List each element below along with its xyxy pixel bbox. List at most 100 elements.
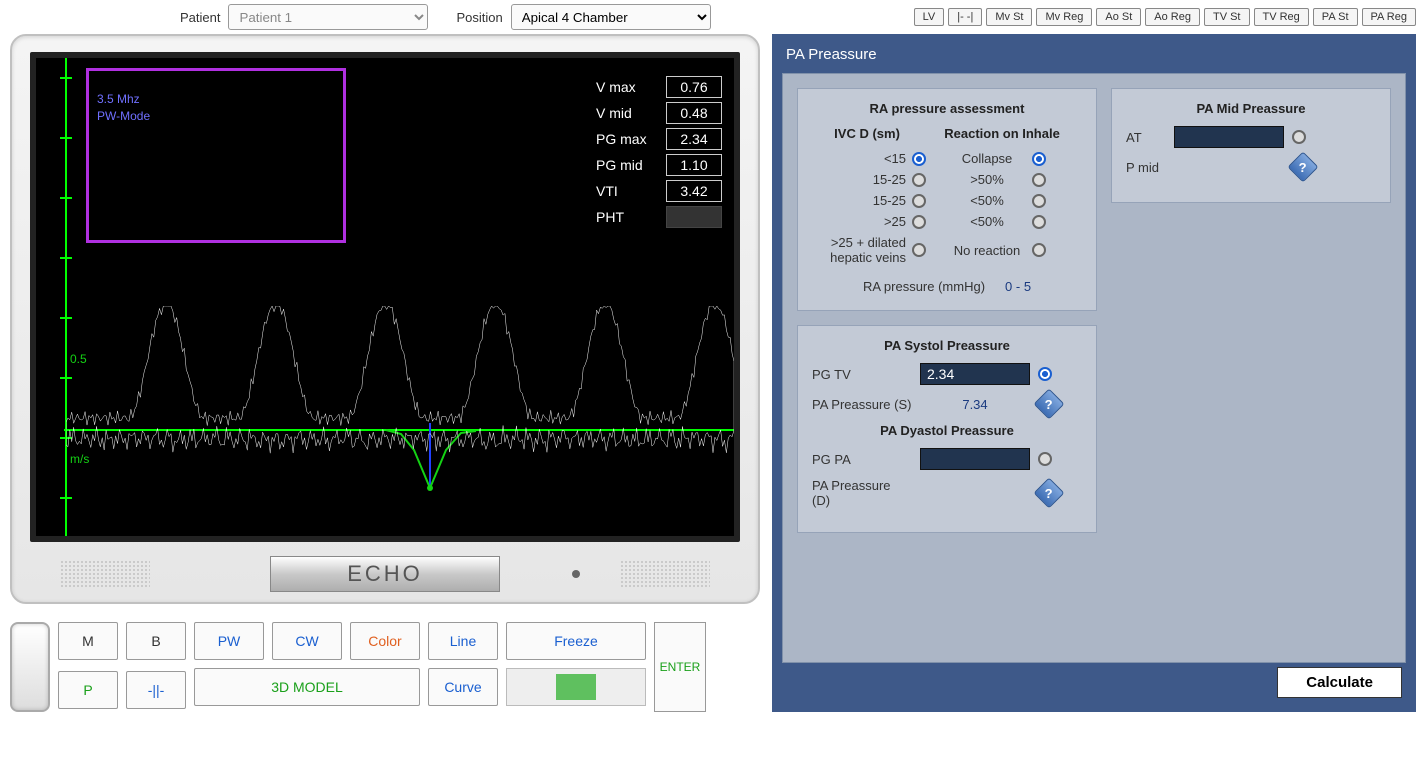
pg-tv-radio[interactable] (1038, 367, 1052, 381)
measurement-value: 0.76 (666, 76, 722, 98)
measurement-overlay: V max0.76V mid0.48PG max2.34PG mid1.10VT… (596, 72, 722, 232)
pa-mid-card: PA Mid Preassure AT P mid ? (1111, 88, 1391, 203)
at-radio[interactable] (1292, 130, 1306, 144)
measurement-row: V mid 0.48 (596, 102, 722, 124)
mode-p-button[interactable]: P (58, 671, 118, 709)
mode-bars-button[interactable]: -||- (126, 671, 186, 709)
top-bar: Patient Patient 1 Position Apical 4 Cham… (0, 0, 1426, 34)
ra-col2-header: Reaction on Inhale (944, 126, 1060, 141)
pa-s-label: PA Preassure (S) (812, 397, 912, 412)
mode-past-button[interactable]: PA St (1313, 8, 1358, 26)
help-icon[interactable]: ? (1033, 388, 1064, 419)
ivc-option-label: 15-25 (812, 172, 912, 187)
echo-monitor-column: 0.5 m/s 3.5 Mhz PW-Mode V max 0.76 V mid 0.… (10, 34, 760, 712)
reaction-option-radio[interactable] (1032, 215, 1046, 229)
reaction-option-label: <50% (942, 214, 1032, 229)
measurement-row: V max 0.76 (596, 76, 722, 98)
mode-tvreg-button[interactable]: TV Reg (1254, 8, 1309, 26)
axis-mid-label: 0.5 (70, 352, 87, 366)
enter-button[interactable]: ENTER (654, 622, 706, 712)
pa-dyastol-title: PA Dyastol Preassure (812, 423, 1082, 438)
pa-d-label: PA Preassure (D) (812, 478, 912, 508)
measurement-label: V max (596, 79, 656, 95)
mode-mvst-button[interactable]: Mv St (986, 8, 1032, 26)
ivc-option-radio[interactable] (912, 243, 926, 257)
reaction-option-radio[interactable] (1032, 243, 1046, 257)
measurement-label: V mid (596, 105, 656, 121)
mode-m-button[interactable]: M (58, 622, 118, 660)
reaction-option-radio[interactable] (1032, 152, 1046, 166)
mode-mvreg-button[interactable]: Mv Reg (1036, 8, 1092, 26)
ra-assessment-title: RA pressure assessment (812, 101, 1082, 116)
doppler-waveform (66, 306, 734, 536)
position-select[interactable]: Apical 4 Chamber (511, 4, 711, 30)
probe-icon[interactable] (10, 622, 50, 712)
reaction-option-radio[interactable] (1032, 173, 1046, 187)
p-mid-label: P mid (1126, 160, 1166, 175)
pa-s-value: 7.34 (920, 397, 1030, 412)
help-icon[interactable]: ? (1287, 151, 1318, 182)
measurement-value: 0.48 (666, 102, 722, 124)
ivc-option-radio[interactable] (912, 194, 926, 208)
speaker-right (620, 560, 710, 588)
panel-body: RA pressure assessment IVC D (sm) Reacti… (782, 73, 1406, 663)
measurement-value (666, 206, 722, 228)
ra-assess-row: <15 Collapse (812, 151, 1082, 166)
mode-aoreg-button[interactable]: Ao Reg (1145, 8, 1200, 26)
at-label: AT (1126, 130, 1166, 145)
color-button[interactable]: Color (350, 622, 420, 660)
right-panel: PA Preassure RA pressure assessment IVC … (772, 34, 1416, 712)
ra-assess-row: 15-25 <50% (812, 193, 1082, 208)
reaction-option-label: Collapse (942, 151, 1032, 166)
reaction-option-radio[interactable] (1032, 194, 1046, 208)
mode-aost-button[interactable]: Ao St (1096, 8, 1141, 26)
curve-button[interactable]: Curve (428, 668, 498, 706)
calculate-button[interactable]: Calculate (1277, 667, 1402, 698)
measurement-label: VTI (596, 183, 656, 199)
pw-button[interactable]: PW (194, 622, 264, 660)
top-mode-buttons: LV|- -|Mv StMv RegAo StAo RegTV StTV Reg… (914, 8, 1416, 26)
ivc-option-label: >25 + dilated hepatic veins (812, 235, 912, 265)
overlay-info-box: 3.5 Mhz PW-Mode (86, 68, 346, 243)
ra-pressure-value: 0 - 5 (1005, 279, 1031, 294)
pg-pa-label: PG PA (812, 452, 912, 467)
mode-lv-button[interactable]: LV (914, 8, 945, 26)
3d-model-button[interactable]: 3D MODEL (194, 668, 420, 706)
freeze-button[interactable]: Freeze (506, 622, 646, 660)
ivc-option-radio[interactable] (912, 215, 926, 229)
mode-pareg-button[interactable]: PA Reg (1362, 8, 1417, 26)
power-led (572, 570, 580, 578)
pg-pa-input[interactable] (920, 448, 1030, 470)
mode--button[interactable]: |- -| (948, 8, 982, 26)
ra-assessment-card: RA pressure assessment IVC D (sm) Reacti… (797, 88, 1097, 311)
measurement-label: PG mid (596, 157, 656, 173)
axis-unit-label: m/s (70, 452, 89, 466)
ra-assess-row: >25<50% (812, 214, 1082, 229)
ivc-option-label: 15-25 (812, 193, 912, 208)
mode-b-button[interactable]: B (126, 622, 186, 660)
speaker-left (60, 560, 150, 588)
color-swatch[interactable] (506, 668, 646, 706)
measurement-row: PHT (596, 206, 722, 228)
patient-select[interactable]: Patient 1 (228, 4, 428, 30)
ra-assess-row: >25 + dilated hepatic veinsNo reaction (812, 235, 1082, 265)
pg-pa-radio[interactable] (1038, 452, 1052, 466)
monitor-base: ECHO (30, 554, 740, 594)
ultrasound-screen: 0.5 m/s 3.5 Mhz PW-Mode V max 0.76 V mid 0.… (30, 52, 740, 542)
panel-title: PA Preassure (786, 46, 1402, 63)
reaction-option-label: >50% (942, 172, 1032, 187)
cw-button[interactable]: CW (272, 622, 342, 660)
control-row: M B P -||- PW CW Color 3D MODEL Line Cur… (10, 622, 760, 712)
measurement-value: 2.34 (666, 128, 722, 150)
ivc-option-radio[interactable] (912, 173, 926, 187)
ivc-option-radio[interactable] (912, 152, 926, 166)
pa-mid-title: PA Mid Preassure (1126, 101, 1376, 116)
ivc-option-label: <15 (812, 151, 912, 166)
mode-tvst-button[interactable]: TV St (1204, 8, 1250, 26)
line-button[interactable]: Line (428, 622, 498, 660)
ra-pressure-label: RA pressure (mmHg) (863, 279, 985, 294)
reaction-option-label: <50% (942, 193, 1032, 208)
help-icon[interactable]: ? (1033, 477, 1064, 508)
at-input[interactable] (1174, 126, 1284, 148)
pg-tv-input[interactable] (920, 363, 1030, 385)
